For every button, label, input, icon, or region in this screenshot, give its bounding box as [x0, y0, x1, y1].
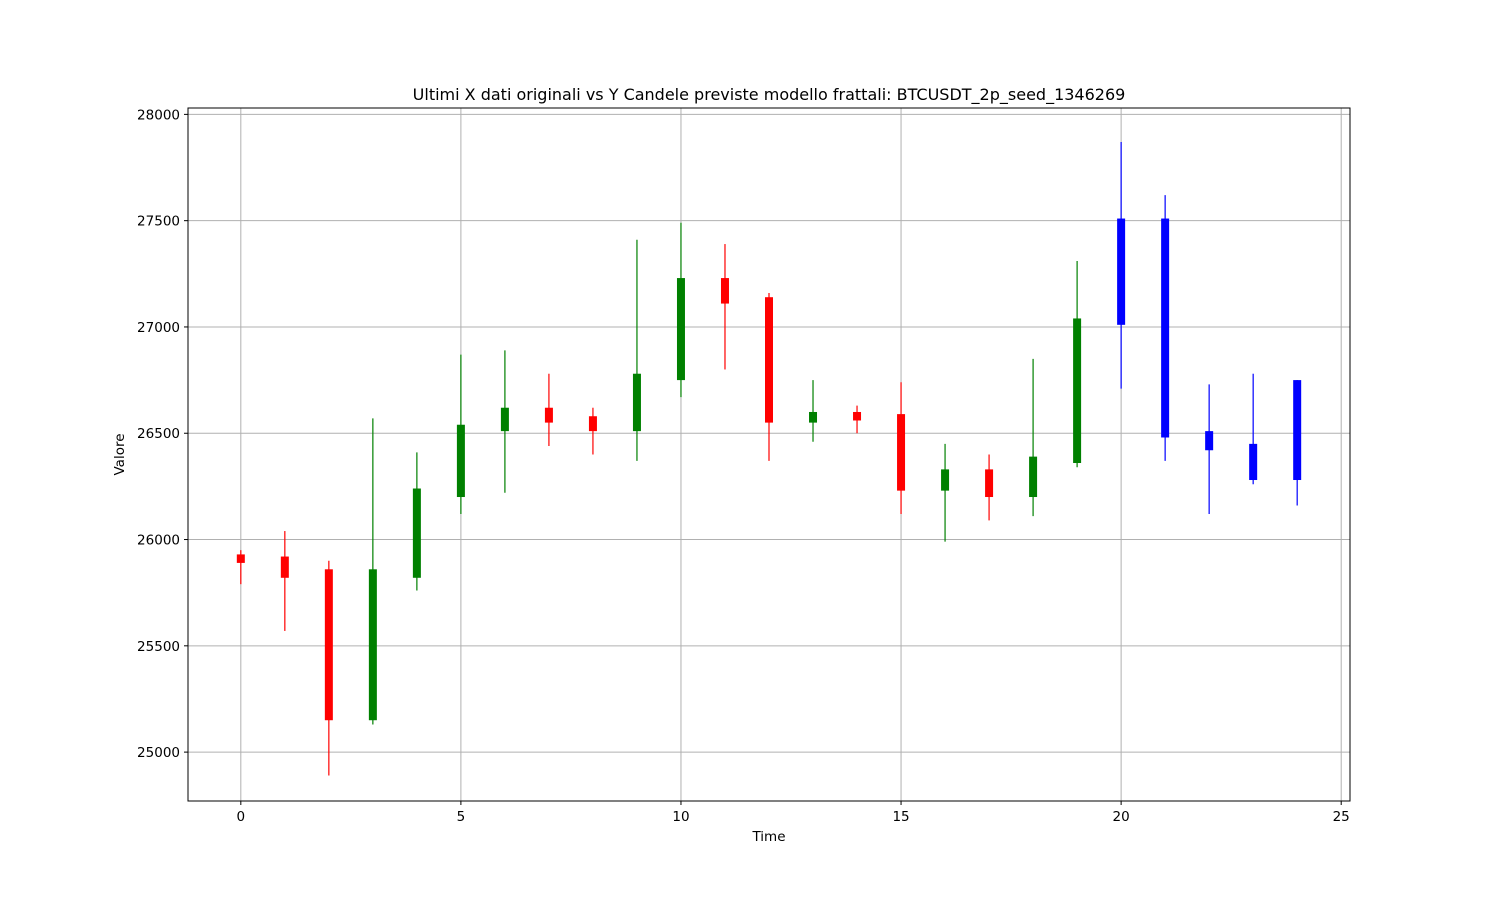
candle-body	[1117, 218, 1126, 325]
x-tick-label: 25	[1333, 809, 1350, 825]
chart-title: Ultimi X dati originali vs Y Candele pre…	[413, 85, 1126, 105]
candle-body	[280, 556, 289, 578]
candle-body	[412, 488, 421, 578]
y-tick-label: 26000	[137, 533, 180, 549]
x-tick-label: 15	[892, 809, 909, 825]
candle-body	[853, 411, 862, 421]
candle-body	[897, 414, 906, 491]
candle-body	[632, 373, 641, 432]
y-tick-label: 25000	[137, 745, 180, 761]
candle-body	[720, 278, 729, 304]
y-axis-label: Valore	[112, 433, 128, 475]
ticks-layer: 0 5 10 15 20 25 25000 25500 26000 26500 27000 27500…	[137, 107, 1350, 825]
y-tick-label: 27000	[137, 320, 180, 336]
x-tick-label: 10	[672, 809, 689, 825]
candle-body	[676, 278, 685, 381]
candle-body	[368, 569, 377, 721]
y-tick-label: 26500	[137, 426, 180, 442]
y-tick-label: 27500	[137, 214, 180, 230]
x-tick-label: 20	[1113, 809, 1130, 825]
candle-body	[588, 416, 597, 432]
x-tick-label: 5	[457, 809, 466, 825]
candle-body	[1293, 380, 1302, 481]
candle-body	[1161, 218, 1170, 438]
y-tick-label: 25500	[137, 639, 180, 655]
candle-body	[500, 407, 509, 432]
candle-body	[324, 569, 333, 721]
candle-body	[1073, 318, 1082, 464]
candle-body	[1205, 431, 1214, 451]
grid-layer	[188, 108, 1350, 801]
x-axis-label: Time	[751, 829, 785, 845]
candle-body	[809, 411, 818, 423]
candle-body	[941, 469, 950, 491]
candle-body	[456, 424, 465, 498]
candle-body	[1249, 443, 1258, 481]
candle-body	[985, 469, 994, 498]
candle-body	[1029, 456, 1038, 498]
candle-body	[765, 297, 773, 423]
candle-body	[236, 554, 245, 563]
candles-layer	[236, 142, 1302, 776]
y-tick-label: 28000	[137, 107, 180, 123]
candle-body	[544, 407, 553, 423]
x-tick-label: 0	[237, 809, 246, 825]
plot-frame	[187, 107, 1351, 802]
